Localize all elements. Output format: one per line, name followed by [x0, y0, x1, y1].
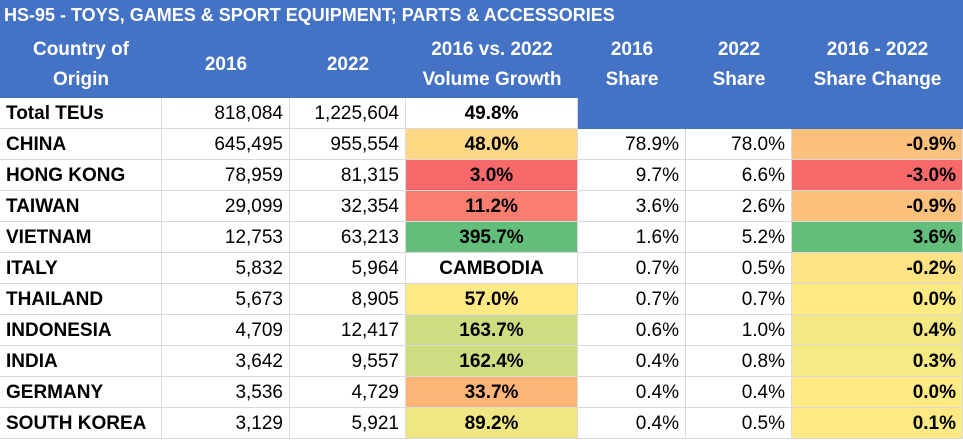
- value-2016-cell: 3,536: [162, 377, 290, 408]
- growth-cell: 33.7%: [406, 377, 578, 408]
- growth-cell: 162.4%: [406, 346, 578, 377]
- growth-cell: 395.7%: [406, 222, 578, 253]
- value-2016-cell: 29,099: [162, 191, 290, 222]
- country-cell: THAILAND: [0, 284, 162, 315]
- header-2016: 2016: [162, 32, 290, 98]
- share-2022-cell: 0.8%: [686, 346, 792, 377]
- value-2022-cell: 1,225,604: [290, 98, 406, 129]
- header-country-line: Country of: [32, 39, 130, 60]
- country-cell: HONG KONG: [0, 160, 162, 191]
- header-share-change-line: Share Change: [813, 69, 942, 90]
- share-2022-cell: 5.2%: [686, 222, 792, 253]
- share-2022-cell: 0.7%: [686, 284, 792, 315]
- header-growth-line: Volume Growth: [422, 69, 562, 90]
- growth-cell: 11.2%: [406, 191, 578, 222]
- share-change-cell: -3.0%: [792, 160, 963, 191]
- value-2022-cell: 9,557: [290, 346, 406, 377]
- header-share-2016-line: 2016: [610, 39, 654, 60]
- growth-cell: 48.0%: [406, 129, 578, 160]
- value-2016-cell: 645,495: [162, 129, 290, 160]
- share-2016-cell: 0.4%: [578, 408, 686, 439]
- header-share-change: 2016 - 2022 Share Change: [792, 32, 963, 98]
- share-2022-cell: 0.5%: [686, 408, 792, 439]
- share-2016-cell: 9.7%: [578, 160, 686, 191]
- header-2022: 2022: [290, 32, 406, 98]
- growth-cell: 89.2%: [406, 408, 578, 439]
- growth-cell: 49.8%: [406, 98, 578, 129]
- share-2022-cell: 1.0%: [686, 315, 792, 346]
- share-2022-cell: 0.5%: [686, 253, 792, 284]
- header-filler: [578, 98, 686, 129]
- header-filler: [686, 98, 792, 129]
- value-2016-cell: 5,673: [162, 284, 290, 315]
- growth-cell: 57.0%: [406, 284, 578, 315]
- share-change-cell: -0.2%: [792, 253, 963, 284]
- value-2016-cell: 818,084: [162, 98, 290, 129]
- country-cell: TAIWAN: [0, 191, 162, 222]
- country-cell: CHINA: [0, 129, 162, 160]
- share-change-cell: -0.9%: [792, 129, 963, 160]
- value-2022-cell: 32,354: [290, 191, 406, 222]
- country-cell: SOUTH KOREA: [0, 408, 162, 439]
- table-title: HS-95 - TOYS, GAMES & SPORT EQUIPMENT; P…: [0, 0, 963, 32]
- header-growth-line: 2016 vs. 2022: [431, 39, 553, 60]
- value-2016-cell: 3,642: [162, 346, 290, 377]
- value-2016-cell: 5,832: [162, 253, 290, 284]
- value-2016-cell: 3,129: [162, 408, 290, 439]
- value-2022-cell: 4,729: [290, 377, 406, 408]
- header-share-2022-line: Share: [712, 69, 766, 90]
- growth-cell: 163.7%: [406, 315, 578, 346]
- share-2022-cell: 2.6%: [686, 191, 792, 222]
- header-share-2022-line: 2022: [717, 39, 761, 60]
- share-2016-cell: 3.6%: [578, 191, 686, 222]
- header-share-2016: 2016 Share: [578, 32, 686, 98]
- header-country: Country of Origin: [0, 32, 162, 98]
- share-2016-cell: 78.9%: [578, 129, 686, 160]
- value-2022-cell: 955,554: [290, 129, 406, 160]
- header-country-line: Origin: [53, 69, 109, 90]
- share-2016-cell: 0.7%: [578, 284, 686, 315]
- value-2022-cell: 12,417: [290, 315, 406, 346]
- share-2022-cell: 6.6%: [686, 160, 792, 191]
- value-2016-cell: 12,753: [162, 222, 290, 253]
- share-change-cell: 0.4%: [792, 315, 963, 346]
- header-share-change-line: 2016 - 2022: [826, 39, 929, 60]
- value-2022-cell: 5,921: [290, 408, 406, 439]
- share-2016-cell: 0.6%: [578, 315, 686, 346]
- header-share-2022: 2022 Share: [686, 32, 792, 98]
- growth-cell: CAMBODIA: [406, 253, 578, 284]
- value-2022-cell: 8,905: [290, 284, 406, 315]
- header-growth: 2016 vs. 2022 Volume Growth: [406, 32, 578, 98]
- growth-cell: 3.0%: [406, 160, 578, 191]
- share-2016-cell: 0.7%: [578, 253, 686, 284]
- value-2022-cell: 5,964: [290, 253, 406, 284]
- header-filler: [792, 98, 963, 129]
- country-cell: VIETNAM: [0, 222, 162, 253]
- share-change-cell: 0.1%: [792, 408, 963, 439]
- value-2016-cell: 78,959: [162, 160, 290, 191]
- country-cell: ITALY: [0, 253, 162, 284]
- share-change-cell: 0.0%: [792, 284, 963, 315]
- country-cell: GERMANY: [0, 377, 162, 408]
- header-share-2016-line: Share: [605, 69, 659, 90]
- value-2022-cell: 63,213: [290, 222, 406, 253]
- country-cell: INDIA: [0, 346, 162, 377]
- share-change-cell: 3.6%: [792, 222, 963, 253]
- country-cell: Total TEUs: [0, 98, 162, 129]
- share-change-cell: 0.0%: [792, 377, 963, 408]
- share-2016-cell: 1.6%: [578, 222, 686, 253]
- value-2022-cell: 81,315: [290, 160, 406, 191]
- share-change-cell: 0.3%: [792, 346, 963, 377]
- share-2022-cell: 0.4%: [686, 377, 792, 408]
- share-2022-cell: 78.0%: [686, 129, 792, 160]
- value-2016-cell: 4,709: [162, 315, 290, 346]
- country-cell: INDONESIA: [0, 315, 162, 346]
- share-2016-cell: 0.4%: [578, 377, 686, 408]
- share-2016-cell: 0.4%: [578, 346, 686, 377]
- share-change-cell: -0.9%: [792, 191, 963, 222]
